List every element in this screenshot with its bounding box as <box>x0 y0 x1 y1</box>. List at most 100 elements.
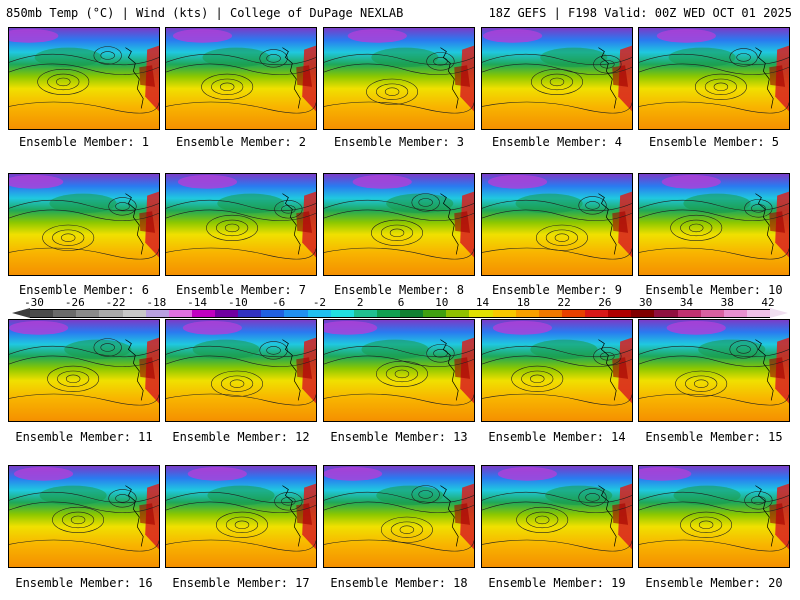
ensemble-member-label: Ensemble Member: 18 <box>330 576 468 590</box>
temperature-map <box>324 466 474 567</box>
colorbar-swatch <box>376 310 400 317</box>
colorbar-swatch <box>561 310 585 317</box>
ensemble-member-map-9 <box>481 173 633 276</box>
temperature-map <box>639 466 789 567</box>
colorbar-swatch <box>515 310 539 317</box>
ensemble-member-map-4 <box>481 27 633 130</box>
ensemble-member-label: Ensemble Member: 16 <box>15 576 153 590</box>
ensemble-member-map-19 <box>481 465 633 568</box>
colorbar-swatch <box>168 310 192 317</box>
temperature-map <box>482 28 632 129</box>
temperature-map <box>166 28 316 129</box>
temperature-map <box>9 320 159 421</box>
ensemble-member-label: Ensemble Member: 5 <box>648 135 780 149</box>
colorbar-tick-label: -26 <box>64 296 85 309</box>
ensemble-member-label: Ensemble Member: 2 <box>175 135 307 149</box>
colorbar-tick-label: -10 <box>227 296 248 309</box>
colorbar-tick-label: 2 <box>356 296 364 309</box>
colorbar-swatch <box>492 310 516 317</box>
colorbar-swatch <box>423 310 447 317</box>
colorbar-swatch <box>76 310 100 317</box>
temperature-map <box>324 174 474 275</box>
ensemble-member-map-18 <box>323 465 475 568</box>
ensemble-member-label: Ensemble Member: 6 <box>18 283 150 297</box>
colorbar-min-arrow <box>12 308 30 318</box>
temperature-map <box>9 28 159 129</box>
colorbar-swatch <box>723 310 747 317</box>
ensemble-member-map-12 <box>165 319 317 422</box>
ensemble-member-label: Ensemble Member: 15 <box>645 430 783 444</box>
colorbar-tick-label: -22 <box>105 296 126 309</box>
temperature-map <box>9 466 159 567</box>
ensemble-member-label: Ensemble Member: 3 <box>333 135 465 149</box>
ensemble-member-label: Ensemble Member: 11 <box>15 430 153 444</box>
colorbar-swatch <box>238 310 262 317</box>
ensemble-member-map-6 <box>8 173 160 276</box>
temperature-map <box>324 28 474 129</box>
ensemble-member-label: Ensemble Member: 14 <box>488 430 626 444</box>
colorbar-tick-label: -18 <box>146 296 167 309</box>
colorbar-tick-label: 22 <box>557 296 571 309</box>
colorbar-tick-label: 26 <box>598 296 612 309</box>
colorbar-tick-label: -2 <box>312 296 327 309</box>
ensemble-member-map-13 <box>323 319 475 422</box>
colorbar-swatch <box>677 310 701 317</box>
ensemble-member-map-11 <box>8 319 160 422</box>
colorbar-tick-label: 6 <box>397 296 405 309</box>
colorbar-swatch <box>99 310 123 317</box>
colorbar-swatch <box>284 310 308 317</box>
ensemble-member-map-3 <box>323 27 475 130</box>
temperature-map <box>639 320 789 421</box>
temperature-map <box>639 28 789 129</box>
colorbar-swatch <box>145 310 169 317</box>
ensemble-member-label: Ensemble Member: 20 <box>645 576 783 590</box>
ensemble-member-label: Ensemble Member: 17 <box>172 576 310 590</box>
colorbar-swatch <box>30 310 54 317</box>
colorbar-swatch <box>307 310 331 317</box>
colorbar-tick-label: -30 <box>24 296 44 309</box>
temperature-map <box>166 320 316 421</box>
temperature-map <box>482 466 632 567</box>
colorbar-swatch <box>654 310 678 317</box>
colorbar-swatch <box>215 310 239 317</box>
ensemble-member-label: Ensemble Member: 7 <box>175 283 307 297</box>
colorbar-swatch <box>746 310 770 317</box>
colorbar-swatch <box>191 310 215 317</box>
ensemble-member-map-17 <box>165 465 317 568</box>
ensemble-member-map-5 <box>638 27 790 130</box>
colorbar-swatch <box>700 310 724 317</box>
colorbar-swatch <box>538 310 562 317</box>
colorbar-swatch <box>330 310 354 317</box>
temperature-colorbar: -30 -26 -22 -18 -14 -10 -6 -2 2 6 10 14 18 22 26 30 34 38… <box>8 296 792 320</box>
ensemble-member-label: Ensemble Member: 12 <box>172 430 310 444</box>
ensemble-member-label: Ensemble Member: 13 <box>330 430 468 444</box>
temperature-map <box>166 174 316 275</box>
colorbar-tick-label: -14 <box>187 296 208 309</box>
colorbar-tick-label: 38 <box>720 296 734 309</box>
ensemble-member-label: Ensemble Member: 1 <box>18 135 150 149</box>
temperature-map <box>639 174 789 275</box>
ensemble-member-map-1 <box>8 27 160 130</box>
colorbar-tick-label: 42 <box>761 296 775 309</box>
map-title: 850mb Temp (°C) | Wind (kts) | College o… <box>6 6 404 20</box>
ensemble-member-map-15 <box>638 319 790 422</box>
colorbar-tick-label: 18 <box>516 296 530 309</box>
colorbar-swatch <box>446 310 470 317</box>
ensemble-member-map-7 <box>165 173 317 276</box>
ensemble-member-map-8 <box>323 173 475 276</box>
colorbar-swatch <box>353 310 377 317</box>
colorbar-swatch <box>122 310 146 317</box>
colorbar-tick-label: -6 <box>272 296 286 309</box>
colorbar-tick-label: 10 <box>435 296 449 309</box>
temperature-map <box>482 174 632 275</box>
temperature-map <box>166 466 316 567</box>
ensemble-member-map-14 <box>481 319 633 422</box>
ensemble-member-map-2 <box>165 27 317 130</box>
ensemble-member-label: Ensemble Member: 8 <box>333 283 465 297</box>
ensemble-member-label: Ensemble Member: 10 <box>645 283 783 297</box>
colorbar-swatch <box>469 310 493 317</box>
temperature-map <box>9 174 159 275</box>
ensemble-member-label: Ensemble Member: 19 <box>488 576 626 590</box>
colorbar-swatch <box>53 310 77 317</box>
ensemble-member-map-20 <box>638 465 790 568</box>
